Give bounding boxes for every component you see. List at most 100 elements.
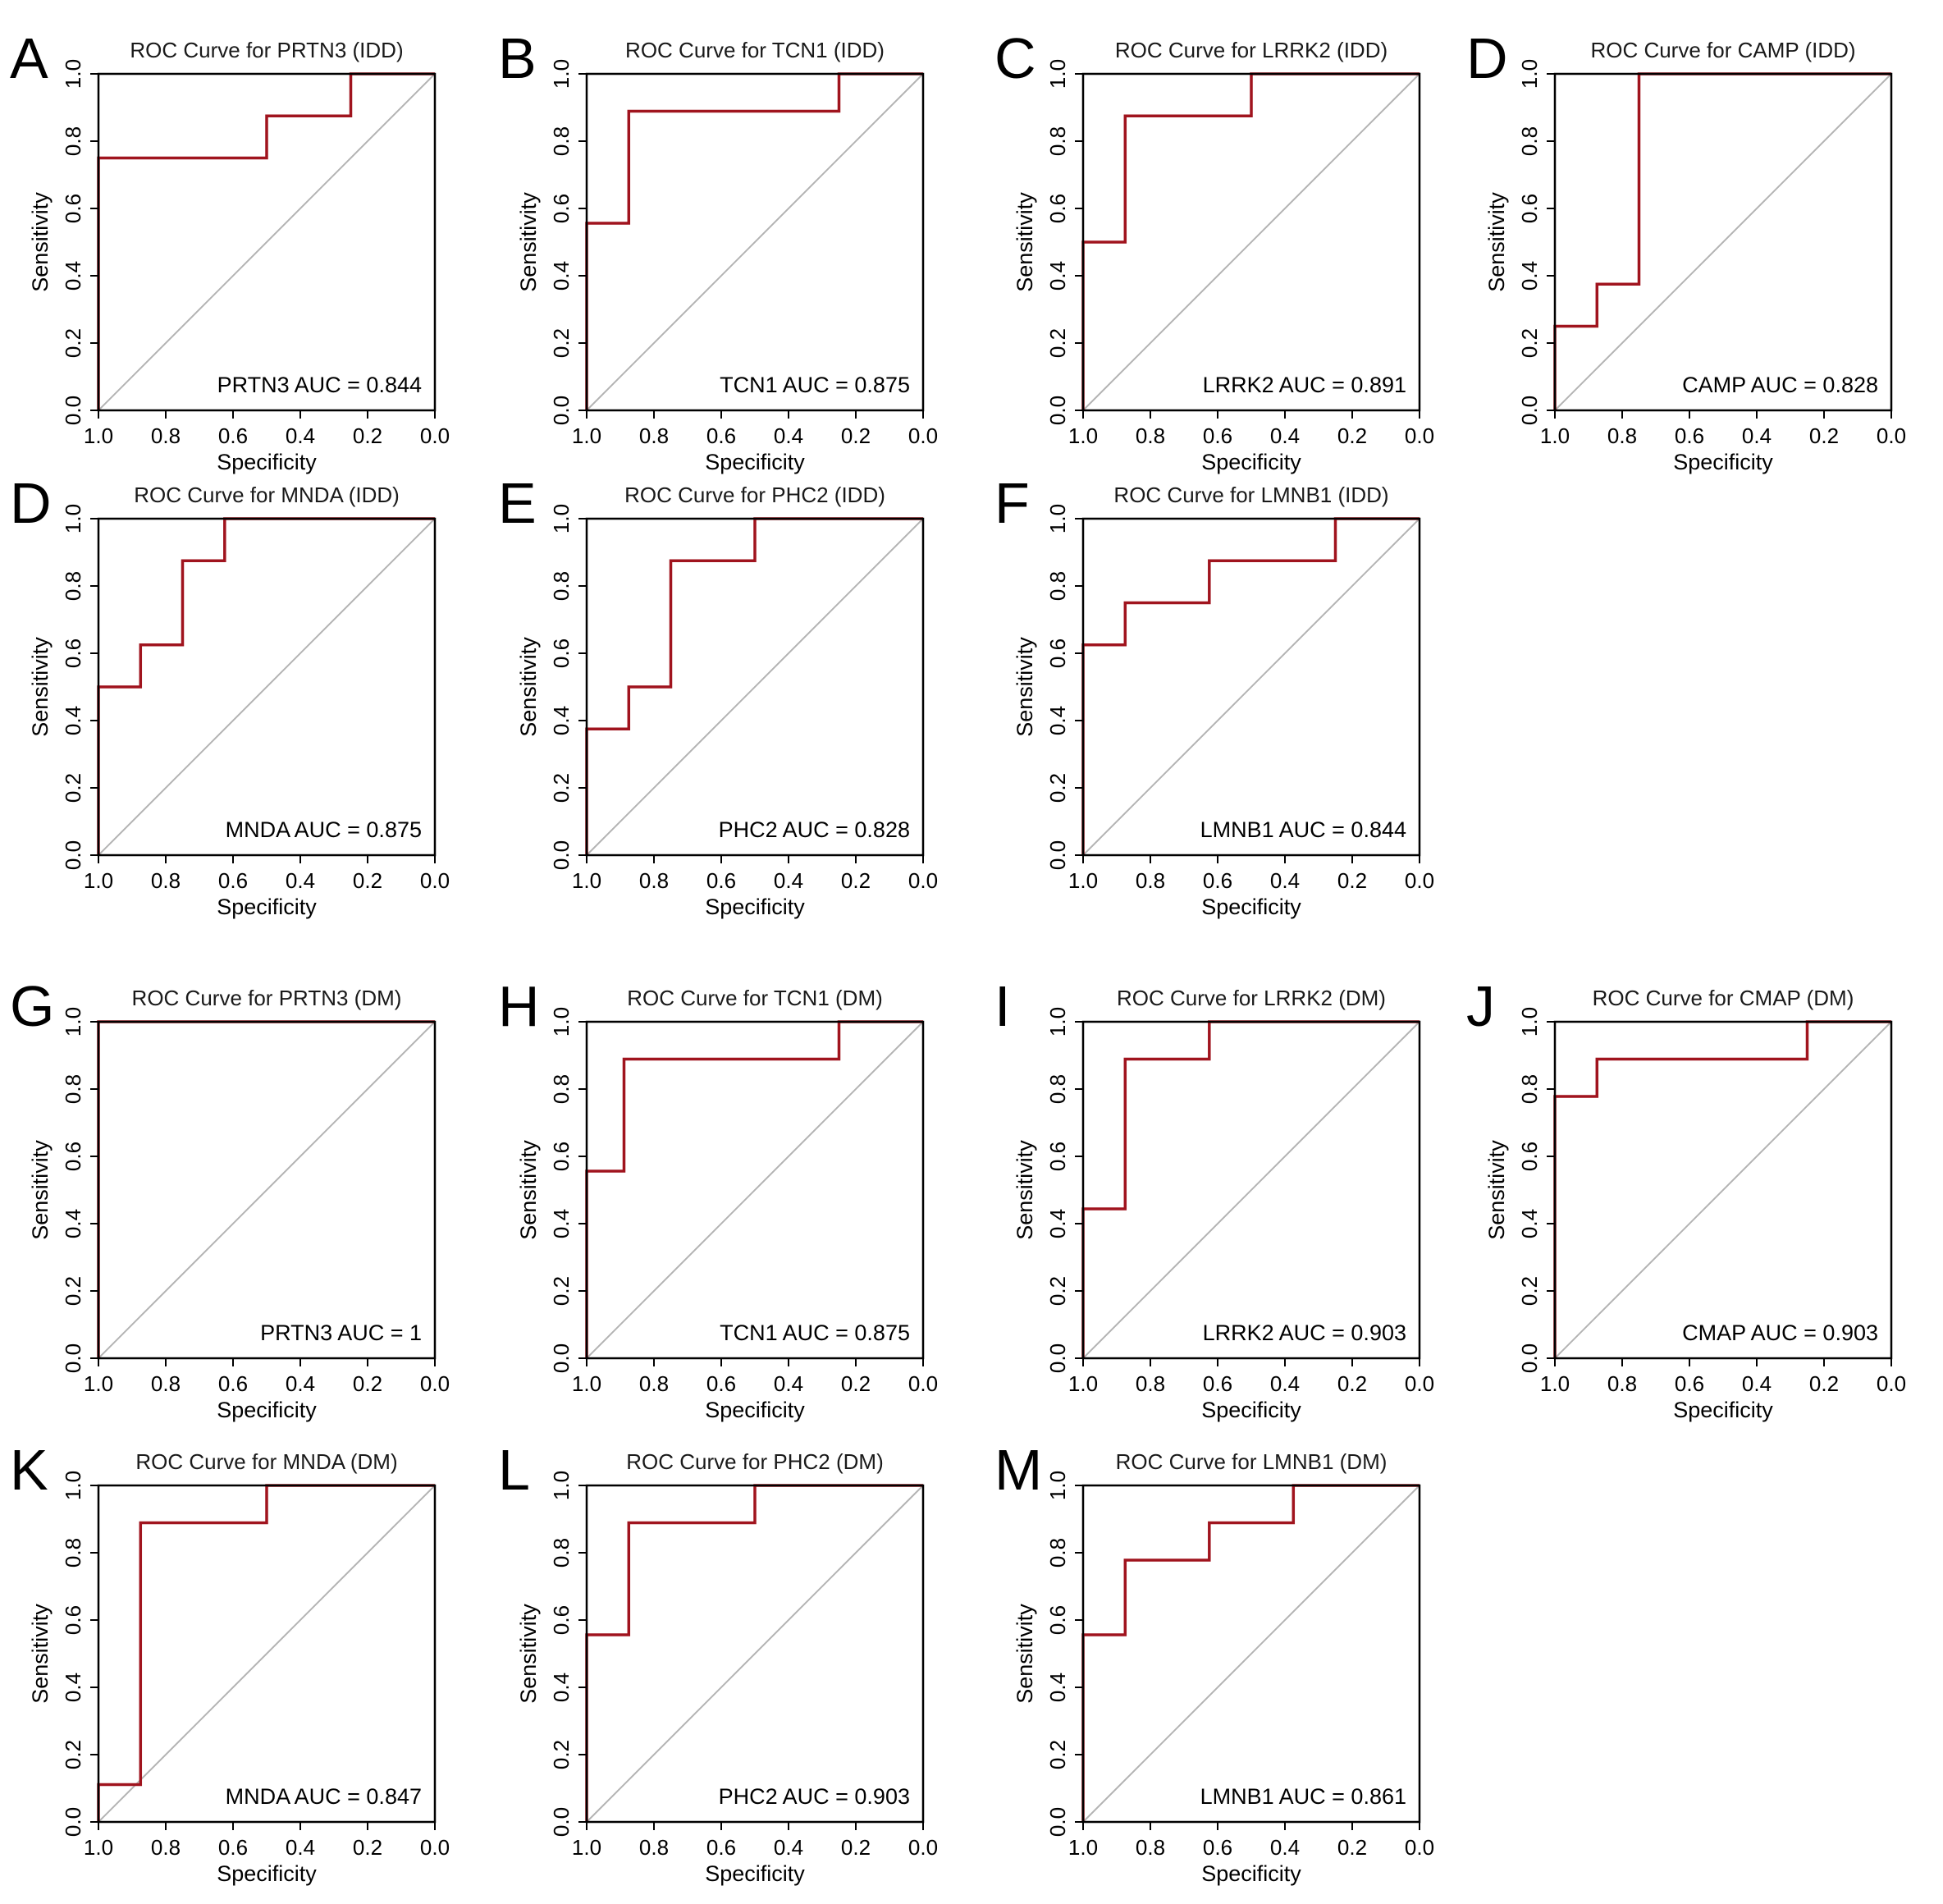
y-tick-label: 0.2 bbox=[549, 328, 574, 358]
auc-annotation: CMAP AUC = 0.903 bbox=[1682, 1320, 1878, 1345]
y-tick-label: 0.2 bbox=[1045, 773, 1070, 803]
y-tick-label: 0.6 bbox=[1045, 194, 1070, 223]
y-tick-label: 0.0 bbox=[1517, 396, 1542, 425]
chart-title: ROC Curve for MNDA (DM) bbox=[135, 1449, 397, 1474]
plot-frame bbox=[585, 1484, 925, 1824]
roc-panel: K ROC Curve for MNDA (DM) 1.0 0.8 0.6 0.4 0.2 0… bbox=[10, 1438, 450, 1886]
y-tick-label: 0.0 bbox=[549, 1343, 574, 1373]
chart-title: ROC Curve for PHC2 (DM) bbox=[626, 1449, 883, 1474]
x-tick-label: 0.8 bbox=[639, 1371, 669, 1396]
reference-diagonal bbox=[1082, 518, 1420, 856]
roc-panel: F ROC Curve for LMNB1 (IDD) 1.0 0.8 0.6 0.4 0.… bbox=[994, 471, 1434, 919]
panel-letter: F bbox=[994, 471, 1030, 535]
x-tick-label: 0.6 bbox=[706, 1835, 736, 1860]
y-tick-label: 1.0 bbox=[61, 59, 85, 89]
y-tick-label: 0.2 bbox=[1045, 1276, 1070, 1306]
y-tick-label: 1.0 bbox=[549, 1471, 574, 1500]
y-tick-label: 0.2 bbox=[1045, 1740, 1070, 1769]
x-tick-label: 0.6 bbox=[1203, 868, 1232, 893]
y-tick-label: 0.4 bbox=[549, 1209, 574, 1238]
x-tick-label: 0.4 bbox=[286, 868, 315, 893]
y-tick-label: 1.0 bbox=[549, 1007, 574, 1037]
chart-title: ROC Curve for CAMP (IDD) bbox=[1590, 38, 1855, 62]
reference-diagonal bbox=[1082, 1485, 1420, 1823]
x-tick-label: 0.4 bbox=[286, 423, 315, 448]
y-tick-label: 0.6 bbox=[1045, 1142, 1070, 1171]
y-tick-label: 0.6 bbox=[61, 1605, 85, 1635]
x-tick-label: 0.0 bbox=[908, 1371, 938, 1396]
x-tick-label: 0.0 bbox=[1405, 1835, 1434, 1860]
x-tick-label: 1.0 bbox=[572, 1371, 601, 1396]
roc-panel: G ROC Curve for PRTN3 (DM) 1.0 0.8 0.6 0.4 0.2… bbox=[10, 974, 450, 1422]
chart-title: ROC Curve for TCN1 (DM) bbox=[627, 986, 883, 1010]
roc-panel: L ROC Curve for PHC2 (DM) 1.0 0.8 0.6 0.4 0.2 0… bbox=[498, 1438, 938, 1886]
x-tick-label: 0.0 bbox=[420, 1371, 450, 1396]
x-tick-label: 1.0 bbox=[572, 423, 601, 448]
x-tick-label: 0.4 bbox=[1270, 1371, 1300, 1396]
roc-panel: E ROC Curve for PHC2 (IDD) 1.0 0.8 0.6 0.4 0.2… bbox=[498, 471, 938, 919]
plot-frame bbox=[97, 517, 437, 857]
y-tick-label: 0.6 bbox=[61, 1142, 85, 1171]
plot-frame bbox=[1553, 72, 1893, 412]
y-axis-label: Sensitivity bbox=[1484, 1140, 1509, 1240]
y-tick-label: 1.0 bbox=[1045, 59, 1070, 89]
x-tick-label: 0.4 bbox=[774, 423, 803, 448]
x-tick-label: 0.2 bbox=[353, 1835, 382, 1860]
y-axis-label: Sensitivity bbox=[516, 192, 541, 292]
y-tick-label: 0.6 bbox=[61, 638, 85, 668]
x-tick-label: 0.8 bbox=[151, 868, 181, 893]
x-tick-label: 0.2 bbox=[353, 868, 382, 893]
panel-letter: E bbox=[498, 471, 537, 535]
x-tick-label: 0.4 bbox=[286, 1371, 315, 1396]
x-tick-label: 0.2 bbox=[353, 423, 382, 448]
y-tick-label: 0.4 bbox=[61, 261, 85, 291]
auc-annotation: PHC2 AUC = 0.828 bbox=[719, 817, 910, 842]
y-tick-label: 0.8 bbox=[1045, 571, 1070, 601]
x-tick-label: 0.8 bbox=[1607, 1371, 1637, 1396]
reference-diagonal bbox=[586, 518, 924, 856]
x-axis-label: Specificity bbox=[1201, 450, 1301, 474]
plot-frame bbox=[1081, 72, 1421, 412]
chart-title: ROC Curve for PHC2 (IDD) bbox=[624, 483, 885, 507]
plot-frame bbox=[585, 517, 925, 857]
x-tick-label: 0.2 bbox=[841, 423, 871, 448]
panel-letter: G bbox=[10, 974, 54, 1038]
y-axis-label: Sensitivity bbox=[1013, 637, 1037, 737]
x-tick-label: 0.0 bbox=[908, 1835, 938, 1860]
y-tick-label: 0.8 bbox=[1517, 126, 1542, 156]
y-tick-label: 0.0 bbox=[61, 1343, 85, 1373]
reference-diagonal bbox=[586, 73, 924, 411]
x-tick-label: 0.4 bbox=[286, 1835, 315, 1860]
x-axis-label: Specificity bbox=[705, 1861, 805, 1886]
y-tick-label: 0.6 bbox=[549, 1605, 574, 1635]
roc-panel: B ROC Curve for TCN1 (IDD) 1.0 0.8 0.6 0.4 0.2… bbox=[498, 26, 938, 474]
chart-title: ROC Curve for MNDA (IDD) bbox=[134, 483, 400, 507]
y-tick-label: 0.8 bbox=[61, 1538, 85, 1568]
chart-title: ROC Curve for TCN1 (IDD) bbox=[625, 38, 885, 62]
plot-frame bbox=[1081, 1484, 1421, 1824]
y-tick-label: 0.4 bbox=[1045, 1209, 1070, 1238]
chart-title: ROC Curve for LMNB1 (IDD) bbox=[1113, 483, 1388, 507]
x-tick-label: 1.0 bbox=[84, 423, 113, 448]
y-tick-label: 0.2 bbox=[61, 1740, 85, 1769]
y-axis-label: Sensitivity bbox=[1013, 1604, 1037, 1704]
y-tick-label: 0.0 bbox=[61, 1807, 85, 1837]
y-axis-label: Sensitivity bbox=[28, 1604, 53, 1704]
y-axis-label: Sensitivity bbox=[28, 637, 53, 737]
plot-frame bbox=[97, 72, 437, 412]
auc-annotation: LMNB1 AUC = 0.844 bbox=[1200, 817, 1406, 842]
x-tick-label: 0.2 bbox=[1809, 423, 1839, 448]
panel-letter: H bbox=[498, 974, 540, 1038]
x-tick-label: 0.8 bbox=[151, 1835, 181, 1860]
x-tick-label: 0.6 bbox=[1675, 1371, 1704, 1396]
y-tick-label: 1.0 bbox=[61, 1471, 85, 1500]
x-axis-label: Specificity bbox=[705, 1398, 805, 1422]
x-tick-label: 0.2 bbox=[841, 1835, 871, 1860]
x-tick-label: 0.2 bbox=[1337, 1835, 1367, 1860]
roc-panel: D ROC Curve for MNDA (IDD) 1.0 0.8 0.6 0.4 0.2… bbox=[10, 471, 450, 919]
chart-title: ROC Curve for PRTN3 (IDD) bbox=[130, 38, 403, 62]
y-tick-label: 0.2 bbox=[1517, 328, 1542, 358]
reference-diagonal bbox=[586, 1021, 924, 1359]
y-tick-label: 0.0 bbox=[1045, 840, 1070, 870]
x-axis-label: Specificity bbox=[1673, 1398, 1773, 1422]
